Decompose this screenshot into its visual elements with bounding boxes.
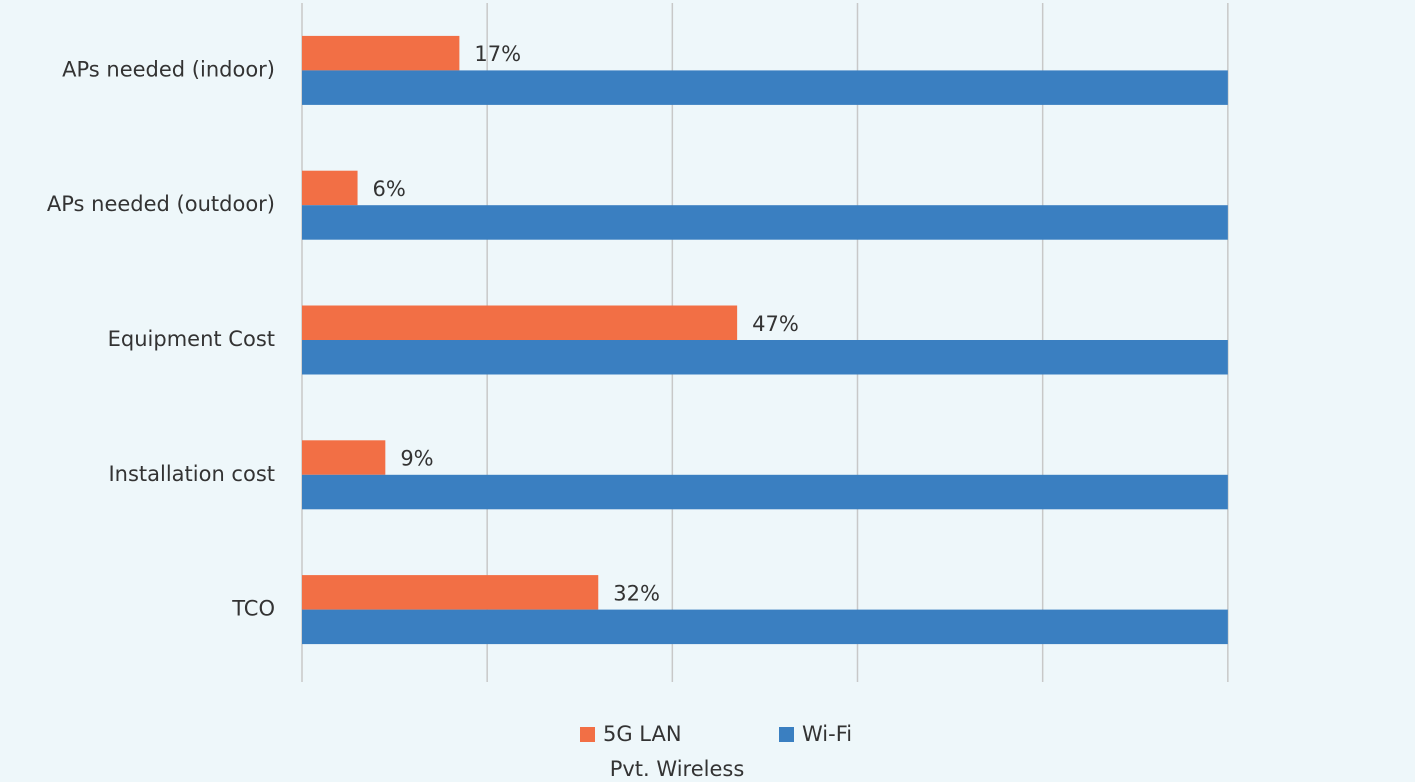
- data-label: 47%: [752, 312, 799, 336]
- bar: [302, 170, 358, 206]
- legend-label: 5G LAN: [603, 722, 682, 746]
- bar: [302, 205, 1228, 240]
- legend-swatch: [580, 727, 595, 742]
- data-label: 32%: [613, 581, 660, 605]
- bar: [302, 440, 386, 475]
- bar: [302, 35, 460, 71]
- y-tick-label: APs needed (indoor): [62, 57, 275, 81]
- bar: [302, 340, 1228, 375]
- data-label: 6%: [373, 177, 406, 201]
- bar: [302, 70, 1228, 105]
- bar: [302, 609, 1228, 645]
- data-label: 17%: [474, 42, 521, 66]
- bar: [302, 575, 599, 610]
- x-axis-label: Pvt. Wireless: [610, 757, 745, 781]
- y-tick-label: TCO: [231, 597, 275, 621]
- y-tick-label: Equipment Cost: [108, 327, 275, 351]
- bar: [302, 474, 1228, 510]
- legend-swatch: [779, 727, 794, 742]
- data-label: 9%: [400, 447, 433, 471]
- y-tick-label: Installation cost: [108, 462, 275, 486]
- bar: [302, 305, 738, 340]
- y-tick-label: APs needed (outdoor): [47, 192, 275, 216]
- legend-label: Wi-Fi: [802, 722, 852, 746]
